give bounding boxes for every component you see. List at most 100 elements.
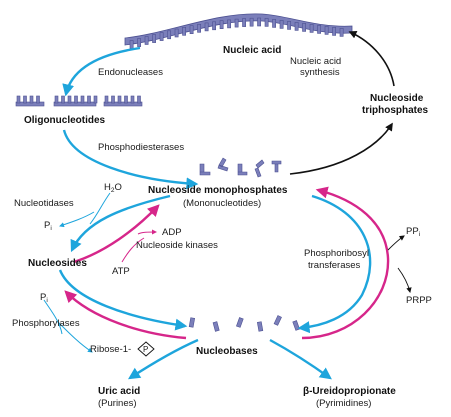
endonucleases-label: Endonucleases — [98, 67, 163, 78]
strand-tooth — [152, 34, 157, 43]
arrow-nucleobases-to-ureidopropionate — [269, 338, 332, 380]
strand-tooth — [219, 20, 224, 30]
phosphorylases-label: Phosphorylases — [12, 318, 80, 329]
strand-tooth — [137, 38, 142, 47]
strand-tooth — [324, 26, 329, 35]
strand-tooth — [272, 19, 277, 28]
ribose-1-phosphate-label: Ribose-1- — [90, 344, 131, 355]
strand-tooth — [294, 22, 299, 31]
phosphoribosyl-label-line1: Phosphoribosyl — [304, 248, 369, 259]
nucleic-acid-synthesis-label-line2: synthesis — [300, 67, 340, 78]
pi-label-upper: Pi — [44, 220, 52, 232]
oligo-tooth — [137, 95, 141, 104]
oligo-tooth — [16, 95, 21, 104]
h2o-label: H2O — [104, 182, 122, 194]
strand-tooth — [309, 24, 314, 33]
oligo-tooth — [23, 95, 27, 104]
strand-tooth — [189, 25, 194, 35]
nucleic-acid-synthesis-label-line1: Nucleic acid — [290, 56, 341, 67]
arrow-nucleobases-to-nucleosides — [64, 290, 187, 340]
oligonucleotide-fragments — [15, 95, 143, 107]
strand-tooth — [227, 19, 232, 29]
nucleoside-monophosphates-label: Nucleoside monophosphates — [148, 185, 288, 196]
arrow-prpp-input — [397, 267, 412, 294]
pyrimidines-label: (Pyrimidines) — [316, 398, 371, 409]
strand-tooth — [339, 28, 344, 37]
strand-tooth — [264, 18, 269, 27]
strand-tooth — [174, 28, 179, 38]
arrow-triphosphates-to-nucleic-acid — [348, 31, 395, 87]
oligo-tooth — [74, 95, 78, 104]
phosphate-symbol: P — [143, 345, 148, 354]
arrow-nucleosides-to-nucleobases — [58, 269, 188, 331]
nucleic-acid-strand — [124, 13, 353, 49]
nucleoside-triphosphates-label-line2: triphosphates — [362, 105, 429, 116]
arrow-monophosphates-to-nucleobases — [297, 194, 372, 334]
ppi-label: PPi — [406, 226, 420, 238]
black-arrows — [289, 31, 412, 294]
magenta-side-branches — [121, 229, 157, 263]
oligo-tooth — [61, 95, 65, 104]
pi-label-lower: Pi — [40, 292, 48, 304]
blue-pathway-arrows — [58, 46, 372, 380]
nucleoside-kinases-label: Nucleoside kinases — [136, 240, 218, 251]
strand-tooth — [144, 36, 149, 45]
strand-tooth — [242, 18, 247, 27]
oligo-backbone — [103, 101, 143, 107]
nucleobase-pieces — [188, 315, 300, 332]
oligo-tooth — [117, 95, 122, 104]
nucleoside-triphosphates-label-line1: Nucleoside — [370, 93, 424, 104]
nucleic-acid-label: Nucleic acid — [223, 45, 281, 56]
nucleosides-label: Nucleosides — [28, 258, 87, 269]
strand-tooth — [129, 40, 134, 49]
strand-tooth — [212, 21, 217, 31]
oligo-tooth — [87, 95, 91, 104]
arrow-oligo-to-monophosphates — [62, 129, 199, 190]
nucleotidases-label: Nucleotidases — [14, 198, 74, 209]
strand-tooth — [317, 25, 322, 34]
oligo-tooth — [67, 95, 72, 104]
uric-acid-label: Uric acid — [98, 386, 140, 397]
purines-label: (Purines) — [98, 398, 137, 409]
oligo-tooth — [104, 95, 109, 104]
arrow-nucleosides-to-monophosphates — [73, 204, 160, 264]
strand-tooth — [279, 20, 284, 29]
phosphoribosyl-label-line2: transferases — [308, 260, 361, 271]
strand-tooth — [302, 23, 307, 32]
ureidopropionate-label: β-Ureidopropionate — [303, 386, 396, 397]
strand-tooth — [159, 32, 164, 41]
arrow-nucleobases-to-monophosphates — [301, 186, 390, 340]
arrow-monophosphates-to-nucleosides — [70, 194, 171, 253]
blue-side-branches — [43, 192, 111, 353]
mononucleotide-pieces — [199, 157, 282, 178]
strand-tooth — [287, 21, 292, 30]
atp-label: ATP — [112, 266, 130, 277]
adp-label: ADP — [162, 227, 182, 238]
strand-tooth — [332, 27, 337, 36]
strand-tooth — [182, 26, 187, 36]
oligo-tooth — [54, 95, 59, 104]
strand-tooth — [204, 22, 209, 32]
strand-tooth — [249, 17, 254, 27]
arrow-ppi-release — [387, 235, 405, 251]
arrow-nucleic-to-oligo — [62, 46, 141, 97]
oligo-tooth — [111, 95, 115, 104]
oligo-tooth — [36, 95, 40, 104]
strand-tooth — [234, 18, 239, 28]
oligonucleotides-label: Oligonucleotides — [24, 115, 106, 126]
phosphate-diamond: P — [137, 341, 155, 357]
oligo-tooth — [93, 95, 98, 104]
arrow-monophosphates-to-triphosphates — [289, 122, 393, 175]
strand-tooth — [167, 30, 172, 40]
mononucleotides-label: (Mononucleotides) — [183, 198, 261, 209]
prpp-label: PRPP — [406, 295, 432, 306]
oligo-tooth — [130, 95, 135, 104]
arrow-nucleobases-to-uric-acid — [127, 338, 199, 380]
strand-tooth — [197, 23, 202, 33]
oligo-tooth — [80, 95, 85, 104]
nucleobases-label: Nucleobases — [196, 346, 258, 357]
phosphodiesterases-label: Phosphodiesterases — [98, 142, 184, 153]
strand-tooth — [257, 17, 262, 27]
